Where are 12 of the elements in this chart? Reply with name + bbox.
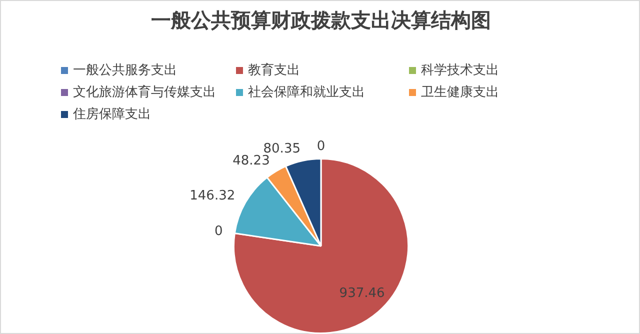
legend-label: 住房保障支出 bbox=[73, 106, 151, 123]
chart-title: 一般公共预算财政拨款支出决算结构图 bbox=[150, 7, 492, 34]
data-label: 146.32 bbox=[190, 188, 236, 204]
legend-label: 教育支出 bbox=[248, 62, 300, 79]
legend-label: 一般公共服务支出 bbox=[73, 62, 177, 79]
legend-label: 文化旅游体育与传媒支出 bbox=[73, 84, 216, 101]
text: 0 bbox=[316, 139, 326, 154]
text: 0 bbox=[214, 224, 223, 239]
legend-label: 社会保障和就业支出 bbox=[248, 84, 365, 101]
data-label: 937.46 bbox=[339, 286, 385, 301]
legend-label: 卫生健康支出 bbox=[421, 84, 499, 101]
legend-label: 科学技术支出 bbox=[421, 62, 499, 79]
